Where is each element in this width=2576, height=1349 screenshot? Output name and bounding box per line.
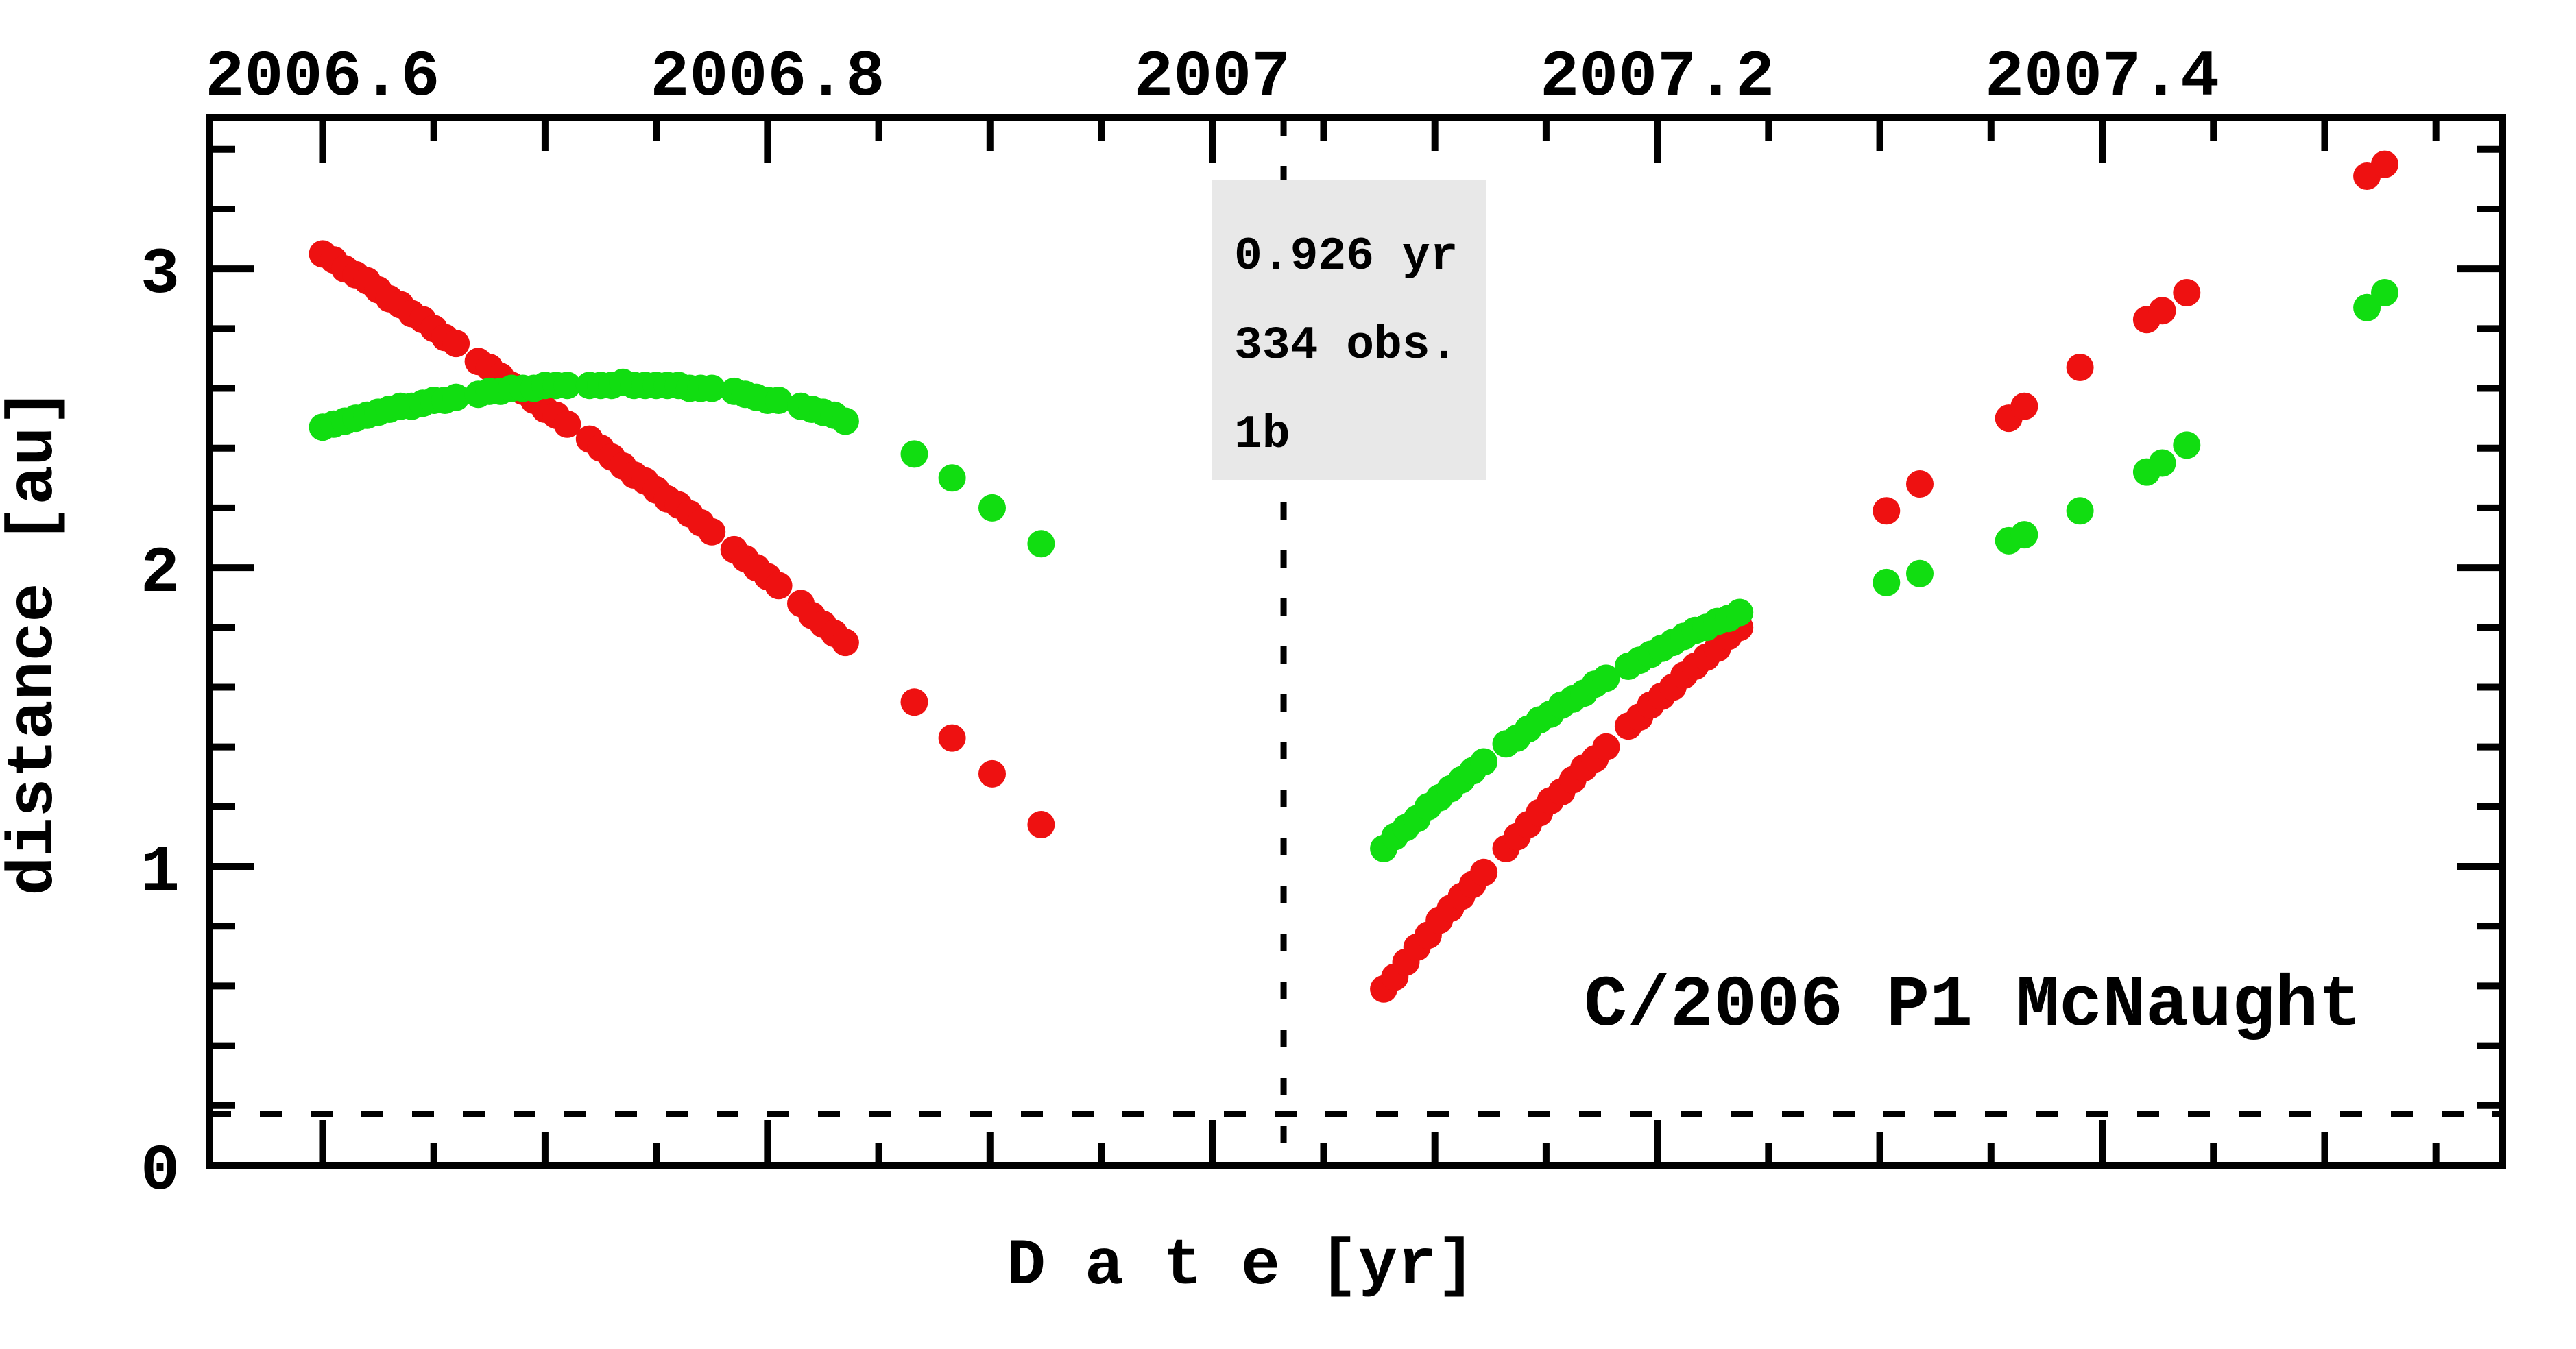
data-point-geocentric-distance-delta <box>442 383 470 411</box>
fit-solution-id-label: 1b <box>1234 409 1290 461</box>
data-point-geocentric-distance-delta <box>1726 598 1754 627</box>
comet-name-label: C/2006 P1 McNaught <box>1584 965 2361 1047</box>
data-point-geocentric-distance-delta <box>698 374 726 402</box>
data-point-heliocentric-distance-r <box>1027 811 1055 838</box>
series-geocentric-distance-delta <box>309 279 2398 862</box>
data-point-geocentric-distance-delta <box>1470 748 1498 776</box>
x-tick-label: 2006.6 <box>205 40 440 114</box>
data-point-geocentric-distance-delta <box>1592 664 1620 692</box>
fit-info-box <box>1212 180 1486 480</box>
data-point-geocentric-distance-delta <box>2173 431 2201 459</box>
data-point-heliocentric-distance-r <box>1906 470 1934 498</box>
x-tick-label: 2006.8 <box>650 40 884 114</box>
data-point-geocentric-distance-delta <box>1873 568 1901 596</box>
data-point-heliocentric-distance-r <box>2010 392 2038 420</box>
data-point-heliocentric-distance-r <box>2066 354 2094 381</box>
data-point-geocentric-distance-delta <box>938 464 966 492</box>
data-point-heliocentric-distance-r <box>1592 733 1620 761</box>
fit-observation-count-label: 334 obs. <box>1234 319 1458 372</box>
data-point-geocentric-distance-delta <box>1906 559 1934 587</box>
y-tick-label: 1 <box>141 836 180 910</box>
y-axis-title: distance [au] <box>0 387 71 895</box>
data-point-geocentric-distance-delta <box>2066 497 2094 525</box>
data-point-geocentric-distance-delta <box>1027 530 1055 558</box>
chart-generated-underlay <box>209 118 2503 1165</box>
data-point-heliocentric-distance-r <box>1873 497 1901 525</box>
data-point-heliocentric-distance-r <box>831 629 859 657</box>
data-point-heliocentric-distance-r <box>2371 150 2398 178</box>
data-point-geocentric-distance-delta <box>2371 279 2398 306</box>
data-point-heliocentric-distance-r <box>765 572 793 600</box>
x-axis-title: D a t e [yr] <box>1007 1229 1476 1303</box>
data-point-geocentric-distance-delta <box>2148 449 2176 477</box>
fit-arc-length-label: 0.926 yr <box>1234 230 1458 283</box>
data-point-geocentric-distance-delta <box>978 494 1006 522</box>
y-tick-label: 0 <box>141 1134 180 1208</box>
series-heliocentric-distance-r <box>309 150 2398 1003</box>
x-tick-label: 2007.4 <box>1985 40 2219 114</box>
y-tick-label: 2 <box>141 537 180 611</box>
data-point-heliocentric-distance-r <box>1470 858 1498 886</box>
data-point-geocentric-distance-delta <box>2010 521 2038 549</box>
data-point-heliocentric-distance-r <box>442 330 470 358</box>
plot-frame <box>206 114 2506 1169</box>
data-point-heliocentric-distance-r <box>2173 279 2201 306</box>
x-tick-label: 2007 <box>1134 40 1290 114</box>
data-point-heliocentric-distance-r <box>2148 297 2176 325</box>
data-point-geocentric-distance-delta <box>831 407 859 435</box>
data-point-heliocentric-distance-r <box>978 759 1006 788</box>
chart-generated-overlay: 2006.6 2006.8 2007 2007.2 2007.4 0 1 2 3 <box>141 40 2503 1208</box>
data-point-heliocentric-distance-r <box>938 724 966 752</box>
data-point-geocentric-distance-delta <box>765 387 793 414</box>
y-tick-label: 3 <box>141 238 180 312</box>
data-point-heliocentric-distance-r <box>553 410 581 438</box>
data-point-heliocentric-distance-r <box>698 518 726 546</box>
data-point-geocentric-distance-delta <box>900 440 928 468</box>
data-point-geocentric-distance-delta <box>553 372 581 400</box>
data-point-heliocentric-distance-r <box>900 688 928 716</box>
x-tick-label: 2007.2 <box>1540 40 1774 114</box>
